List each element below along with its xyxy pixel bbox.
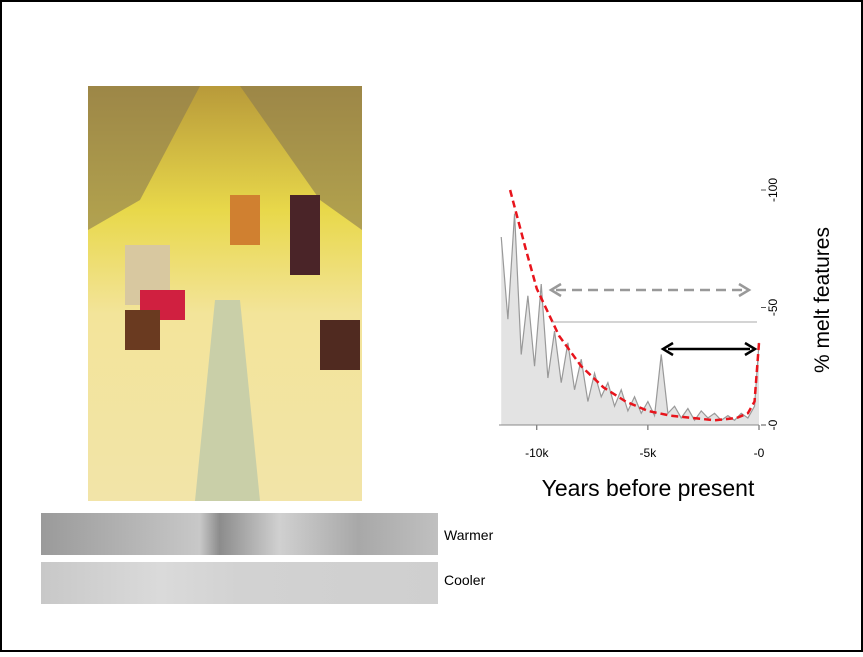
warmer-label: Warmer	[444, 527, 494, 543]
y-tick-label: -0	[766, 419, 780, 430]
y-tick-label: -50	[766, 299, 780, 317]
x-tick-label: -5k	[640, 446, 658, 460]
ice-core-cool	[41, 562, 438, 604]
y-tick-label: -100	[766, 178, 780, 202]
series-area	[501, 213, 759, 425]
cooler-label: Cooler	[444, 572, 486, 588]
ice-core-warm	[41, 513, 438, 555]
x-axis-label: Years before present	[542, 475, 755, 501]
y-axis-label: % melt features	[811, 227, 834, 373]
plot: -10k -5k -0 -0 -50 -100	[499, 178, 780, 460]
x-tick-label: -0	[754, 446, 765, 460]
photo	[88, 86, 362, 501]
annotations	[548, 282, 758, 357]
x-tick-label: -10k	[525, 446, 549, 460]
